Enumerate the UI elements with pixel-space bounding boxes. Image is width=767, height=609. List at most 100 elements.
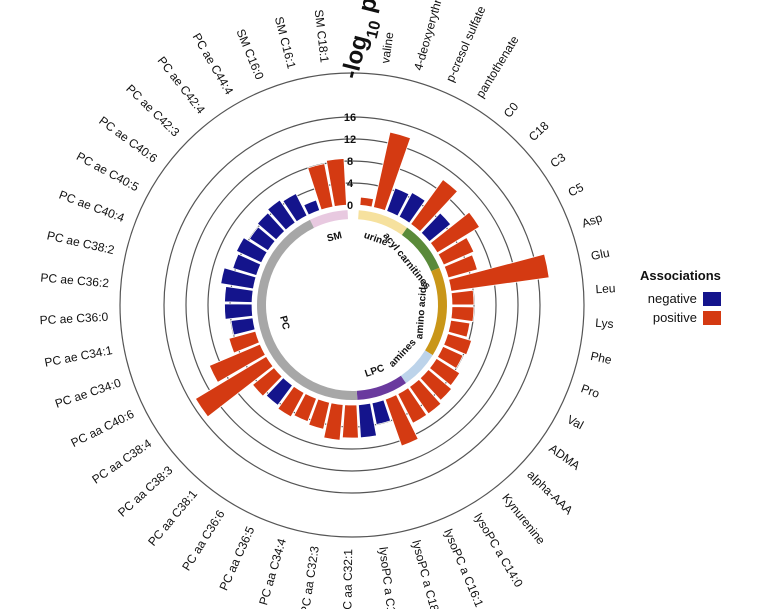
tick-label-16: 16 [344,112,356,124]
bar-6 [429,211,481,254]
tick-label-0: 0 [347,200,353,212]
category-label-11: Lys [595,316,614,331]
category-label-26: PC aa C36:6 [179,507,228,573]
ref-circle-8 [207,160,497,450]
legend-item-positive: positive [640,308,721,327]
category-label-2: p-cresol sulfate [443,4,489,84]
category-label-5: C18 [526,118,552,143]
category-label-27: PC aa C38:1 [145,487,200,549]
category-label-39: PC ae C42:3 [123,82,182,140]
ref-circle-16 [163,116,541,494]
category-label-4: C0 [501,99,522,120]
legend-swatch-positive [702,310,721,325]
category-label-15: ADMA [546,441,582,473]
bar-14 [436,345,464,370]
bars [194,131,550,447]
bar-38 [248,226,276,252]
bar-15 [428,357,461,387]
bar-34 [224,286,254,303]
bar-25 [293,392,318,423]
bar-36 [232,253,262,277]
category-label-19: lysoPC a C16:1 [441,527,486,609]
bar-0 [359,196,374,208]
category-label-6: C3 [548,150,569,170]
bar-18 [397,387,428,424]
bar-23 [323,402,344,441]
bar-17 [408,378,442,415]
group-arc-3 [400,350,433,384]
bar-24 [308,398,331,430]
bar-42 [303,199,321,216]
bar-16 [419,368,453,401]
category-label-16: alpha-AAA [524,468,575,518]
tick-label-8: 8 [347,156,353,168]
category-label-35: PC ae C38:2 [46,228,116,257]
category-label-34: PC ae C36:2 [40,270,110,290]
category-label-17: Kynurenine [499,491,548,547]
bar-41 [282,193,308,223]
legend-label-positive: positive [652,310,697,325]
bar-12 [447,319,471,338]
legend: Associations negative positive [640,268,721,327]
category-label-42: SM C16:0 [233,27,266,82]
category-label-29: PC aa C38:4 [89,436,154,487]
bar-3 [398,191,426,224]
group-ring [256,210,447,401]
group-label-5: PC [277,315,291,331]
category-label-3: pantothenate [473,33,522,100]
bar-13 [443,333,473,356]
ref-circle-12 [185,138,519,472]
group-arc-0 [358,210,408,235]
category-label-9: Glu [590,246,611,263]
bar-30 [208,343,266,383]
bar-29 [194,355,274,418]
bar-37 [235,237,268,264]
category-label-22: PC aa C32:1 [340,549,355,609]
category-label-31: PC ae C34:0 [53,376,123,411]
legend-swatch-negative [702,291,721,306]
bar-9 [448,253,550,292]
bar-19 [384,394,419,447]
tick-label-12: 12 [344,134,356,146]
bar-20 [371,399,392,426]
group-arc-4 [356,375,406,400]
bar-2 [386,187,410,217]
bar-40 [267,199,296,231]
category-label-0: valine [378,31,396,64]
category-label-20: lysoPC a C18:1 [409,539,444,609]
radial-tick-labels: 0 4 8 12 16 [344,112,356,212]
category-label-13: Pro [579,381,602,401]
title-subscript: 10 [363,19,384,40]
legend-label-negative: negative [647,291,697,306]
bar-21 [358,402,377,439]
title-suffix: p [352,0,383,22]
group-label-2: amino acids [414,281,429,340]
category-label-30: PC aa C40:6 [69,407,137,450]
bar-5 [420,212,452,243]
bar-28 [252,367,283,397]
category-label-41: PC ae C44:4 [190,31,237,98]
bar-43 [307,163,334,211]
bar-27 [265,377,294,406]
bar-33 [224,303,254,320]
legend-item-negative: negative [640,289,721,308]
bar-11 [450,306,475,323]
category-label-14: Val [565,412,586,432]
category-label-24: PC aa C34:4 [256,537,289,607]
group-arc-1 [401,227,440,272]
group-label-6: SM [326,230,343,244]
bar-1 [372,131,412,212]
bar-10 [450,289,475,306]
bar-31 [228,330,260,354]
bar-8 [443,254,478,279]
bar-4 [410,178,458,233]
bar-26 [277,385,305,418]
group-arc-6 [310,210,348,228]
category-label-10: Leu [595,281,616,296]
category-label-32: PC ae C34:1 [43,343,113,370]
category-label-7: C5 [566,180,586,200]
bar-39 [256,212,286,241]
bar-7 [437,236,475,266]
category-label-25: PC aa C36:5 [216,524,257,593]
